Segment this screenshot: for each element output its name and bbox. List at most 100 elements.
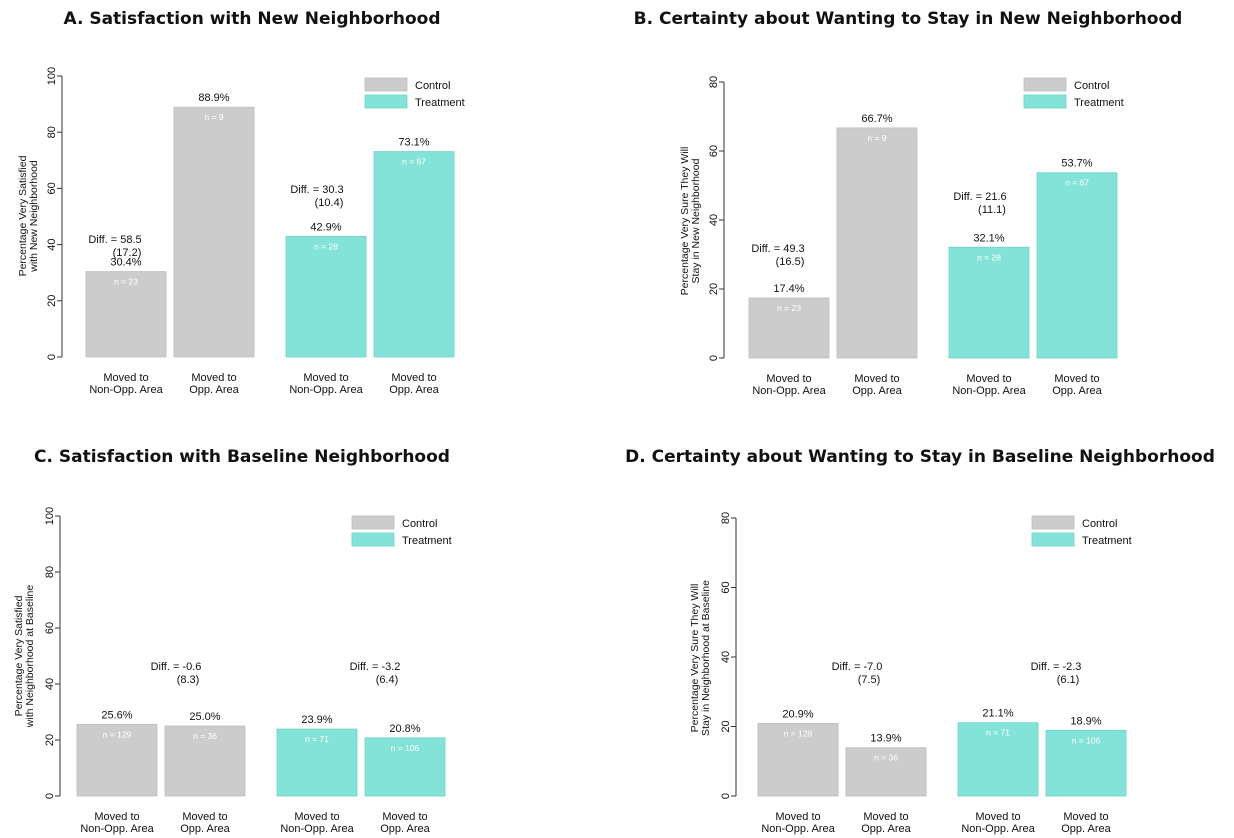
chart-panel: A. Satisfaction with New Neighborhood 0 20… bbox=[17, 9, 465, 396]
bar-value-label: 18.9% bbox=[1070, 715, 1101, 727]
y-axis-label: Percentage Very Sure They WillStay in Ne… bbox=[689, 580, 712, 736]
legend-swatch-treatment bbox=[1031, 532, 1075, 547]
y-tick-label: 40 bbox=[46, 238, 58, 250]
diff-annotation: Diff. = -3.2 bbox=[350, 661, 401, 673]
bar-value-label: 20.9% bbox=[782, 708, 813, 720]
y-axis-label-line: Percentage Very Sure They Will bbox=[689, 584, 701, 733]
chart-panel: D. Certainty about Wanting to Stay in Ba… bbox=[625, 447, 1215, 835]
x-category-label-line: Moved to bbox=[294, 811, 339, 823]
bar-n-label: n = 67 bbox=[1065, 178, 1089, 188]
diff-std-error: (7.5) bbox=[858, 674, 881, 686]
legend-label: Treatment bbox=[402, 535, 452, 547]
x-category-label-line: Moved to bbox=[191, 372, 236, 384]
x-category-label-line: Opp. Area bbox=[852, 385, 902, 397]
x-category-label: Moved to Non-Opp. Area bbox=[752, 373, 826, 397]
x-category-label-line: Opp. Area bbox=[1061, 823, 1111, 835]
diff-annotation: Diff. = 21.6 bbox=[953, 191, 1006, 203]
x-category-label-line: Opp. Area bbox=[380, 823, 430, 835]
bar-treatment bbox=[373, 151, 455, 358]
y-tick-label: 40 bbox=[720, 651, 732, 663]
y-axis-label: Percentage Very Sure They WillStay in Ne… bbox=[679, 147, 702, 296]
diff-std-error: (6.1) bbox=[1057, 674, 1080, 686]
bar-value-label: 25.0% bbox=[189, 711, 220, 723]
bar-value-label: 13.9% bbox=[870, 733, 901, 745]
y-axis-label: Percentage Very Satisfiedwith New Neighb… bbox=[17, 155, 40, 276]
x-category-label-line: Moved to bbox=[1063, 811, 1108, 823]
x-category-label: Moved to Opp. Area bbox=[852, 373, 902, 397]
bar-value-label: 25.6% bbox=[101, 709, 132, 721]
bar-value-label: 88.9% bbox=[198, 92, 229, 104]
bar-control bbox=[173, 106, 255, 358]
x-category-label-line: Non-Opp. Area bbox=[961, 823, 1035, 835]
x-category-label-line: Moved to bbox=[94, 811, 139, 823]
y-tick-label: 0 bbox=[708, 355, 720, 361]
y-tick-label: 80 bbox=[720, 512, 732, 524]
bar-n-label: n = 28 bbox=[314, 241, 338, 251]
legend-swatch-treatment bbox=[351, 532, 395, 547]
x-category-label-line: Moved to bbox=[766, 373, 811, 385]
y-tick-label: 60 bbox=[44, 622, 56, 634]
y-axis-label-line: with New Neighborhood bbox=[28, 160, 40, 273]
y-tick-label: 80 bbox=[708, 76, 720, 88]
y-axis-label-line: Percentage Very Sure They Will bbox=[679, 147, 691, 296]
x-category-label-line: Non-Opp. Area bbox=[89, 384, 163, 396]
diff-std-error: (17.2) bbox=[113, 247, 142, 259]
x-category-label-line: Moved to bbox=[975, 811, 1020, 823]
x-category-label: Moved to Non-Opp. Area bbox=[761, 811, 835, 835]
bar-treatment bbox=[1045, 729, 1127, 797]
x-category-label: Moved to Opp. Area bbox=[180, 811, 230, 835]
y-axis-label-line: Stay in New Neighborhood bbox=[690, 158, 702, 283]
bar-n-label: n = 129 bbox=[784, 728, 813, 738]
bar-control bbox=[85, 271, 167, 358]
chart-title: A. Satisfaction with New Neighborhood bbox=[63, 9, 440, 29]
x-category-label-line: Moved to bbox=[182, 811, 227, 823]
x-category-label: Moved to Non-Opp. Area bbox=[280, 811, 354, 835]
x-category-label: Moved to Opp. Area bbox=[1052, 373, 1102, 397]
legend-swatch-treatment bbox=[1023, 94, 1067, 109]
diff-std-error: (8.3) bbox=[177, 674, 200, 686]
diff-std-error: (6.4) bbox=[376, 674, 399, 686]
y-tick-label: 0 bbox=[46, 354, 58, 360]
bar-control bbox=[836, 127, 918, 359]
legend-swatch-treatment bbox=[364, 94, 408, 109]
chart-panel: C. Satisfaction with Baseline Neighborho… bbox=[13, 447, 452, 835]
y-tick-label: 100 bbox=[44, 507, 56, 525]
bar-n-label: n = 23 bbox=[777, 303, 801, 313]
x-category-label-line: Moved to bbox=[303, 372, 348, 384]
chart-title: C. Satisfaction with Baseline Neighborho… bbox=[34, 447, 450, 467]
bar-treatment bbox=[364, 737, 446, 797]
y-axis-label-line: Percentage Very Satisfied bbox=[13, 595, 25, 716]
x-category-label-line: Opp. Area bbox=[180, 823, 230, 835]
y-tick-label: 40 bbox=[708, 214, 720, 226]
bar-value-label: 73.1% bbox=[398, 137, 429, 149]
chart-title: B. Certainty about Wanting to Stay in Ne… bbox=[634, 9, 1183, 29]
y-tick-label: 60 bbox=[720, 581, 732, 593]
bar-treatment bbox=[285, 236, 367, 358]
legend-label: Control bbox=[1074, 80, 1109, 92]
x-category-label-line: Non-Opp. Area bbox=[761, 823, 835, 835]
bar-control bbox=[164, 725, 246, 797]
bar-n-label: n = 106 bbox=[391, 743, 420, 753]
y-tick-label: 0 bbox=[720, 793, 732, 799]
bar-n-label: n = 9 bbox=[867, 133, 886, 143]
x-category-label: Moved to Non-Opp. Area bbox=[80, 811, 154, 835]
bar-n-label: n = 71 bbox=[986, 728, 1010, 738]
diff-annotation: Diff. = 49.3 bbox=[751, 243, 804, 255]
bar-n-label: n = 9 bbox=[204, 112, 223, 122]
bar-value-label: 32.1% bbox=[973, 232, 1004, 244]
bar-n-label: n = 36 bbox=[874, 753, 898, 763]
bar-value-label: 23.9% bbox=[301, 714, 332, 726]
y-tick-label: 80 bbox=[46, 126, 58, 138]
y-axis-label-line: Stay in Neighborhood at Baseline bbox=[700, 580, 712, 736]
y-tick-label: 20 bbox=[44, 734, 56, 746]
bar-n-label: n = 71 bbox=[305, 734, 329, 744]
legend-swatch-control bbox=[1023, 77, 1067, 92]
bar-control bbox=[76, 723, 158, 797]
bar-value-label: 53.7% bbox=[1061, 158, 1092, 170]
diff-annotation: Diff. = -2.3 bbox=[1031, 661, 1082, 673]
bar-value-label: 66.7% bbox=[861, 113, 892, 125]
bar-control bbox=[748, 297, 830, 359]
diff-std-error: (10.4) bbox=[315, 197, 344, 209]
x-category-label-line: Non-Opp. Area bbox=[80, 823, 154, 835]
